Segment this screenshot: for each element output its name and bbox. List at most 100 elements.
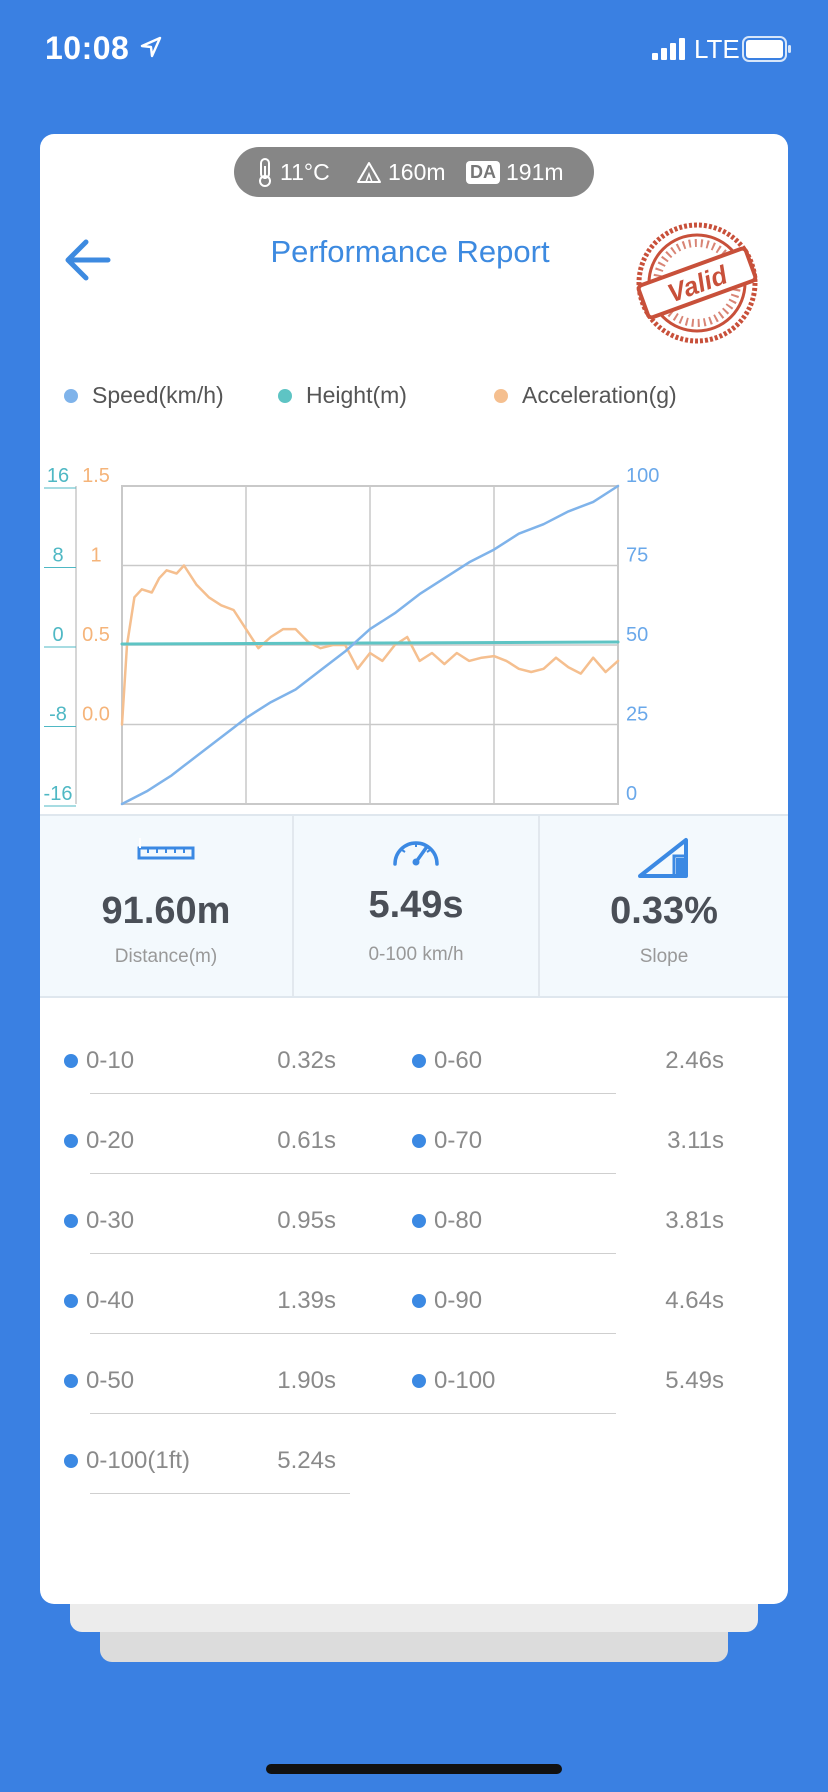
height-series-line — [120, 640, 620, 646]
density-altitude-badge: DA — [466, 160, 500, 184]
home-indicator[interactable] — [266, 1764, 562, 1774]
split-row: 0-70 3.11s — [412, 1094, 724, 1174]
split-name: 0-50 — [86, 1367, 135, 1394]
split-row: 0-40 1.39s — [64, 1254, 616, 1334]
legend-speed-label: Speed(km/h) — [92, 382, 224, 408]
speed-tick-label: 0 — [626, 783, 637, 805]
split-time: 2.46s — [665, 1047, 724, 1074]
slope-label: Slope — [639, 946, 689, 967]
slope-value: 0.33% — [610, 890, 718, 932]
height-tick-label: -16 — [44, 783, 73, 805]
back-arrow-icon[interactable] — [58, 230, 118, 290]
split-bullet — [64, 1454, 78, 1468]
split-times-list: 0-10 0.32s 0-60 2.46s 0-20 0.61s 0-70 3.… — [40, 1014, 788, 1494]
speedometer-icon — [393, 841, 439, 866]
split-time: 3.81s — [665, 1207, 724, 1234]
split-row: 0-10 0.32s — [64, 1014, 616, 1094]
status-time: 10:08 — [45, 30, 130, 66]
legend-height-dot — [278, 388, 292, 403]
split-divider — [90, 1253, 616, 1254]
split-name: 0-70 — [434, 1127, 483, 1154]
split-time: 4.64s — [665, 1287, 724, 1314]
speed-tick-label: 50 — [626, 624, 648, 646]
split-time: 3.11s — [667, 1127, 724, 1154]
speed-tick-label: 100 — [626, 465, 659, 487]
legend-speed: Speed(km/h) — [64, 382, 224, 409]
split-bullet — [64, 1134, 78, 1148]
split-name: 0-30 — [86, 1207, 135, 1234]
mountain-icon — [357, 162, 381, 183]
speed-tick-label: 75 — [626, 545, 648, 567]
split-bullet — [64, 1054, 78, 1068]
split-bullet — [412, 1294, 426, 1308]
split-name: 0-60 — [434, 1047, 483, 1074]
split-name: 0-90 — [434, 1287, 483, 1314]
height-tick-label: 8 — [52, 545, 63, 567]
legend-speed-dot — [64, 388, 78, 403]
split-row: 0-30 0.95s — [64, 1174, 616, 1254]
split-divider — [90, 1173, 616, 1174]
temperature-value: 11°C — [280, 158, 330, 185]
split-time: 5.49s — [665, 1367, 724, 1394]
split-bullet — [64, 1294, 78, 1308]
chart-legend: Speed(km/h) Height(m) Acceleration(g) — [40, 376, 788, 416]
split-time: 1.39s — [277, 1287, 336, 1314]
cellular-signal-icon — [652, 38, 685, 60]
height-tick-label: 0 — [52, 624, 63, 646]
legend-height: Height(m) — [278, 382, 407, 409]
split-row: 0-80 3.81s — [412, 1174, 724, 1254]
split-name: 0-80 — [434, 1207, 483, 1234]
split-row: 0-100 5.49s — [412, 1334, 724, 1414]
split-divider — [90, 1093, 616, 1094]
metric-distance: 91.60m Distance(m) — [40, 816, 292, 996]
location-arrow-icon — [140, 36, 162, 58]
acceleration-tick-label: 0.5 — [82, 624, 110, 646]
environment-pill: 11°C 160m DA 191m — [234, 147, 594, 197]
split-row: 0-100(1ft) 5.24s — [64, 1414, 350, 1494]
legend-height-label: Height(m) — [306, 382, 407, 408]
legend-acceleration-label: Acceleration(g) — [522, 382, 677, 408]
battery-icon — [742, 36, 791, 62]
slope-icon — [638, 838, 688, 878]
split-name: 0-40 — [86, 1287, 135, 1314]
performance-chart: 16 8 0 -8 -16 1.5 1 0.5 0.0 100 75 50 25 0 — [44, 465, 659, 807]
acceleration-time-value: 5.49s — [368, 884, 464, 926]
metric-divider — [292, 816, 294, 996]
distance-label: Distance(m) — [114, 946, 218, 967]
legend-acceleration-dot — [494, 388, 508, 403]
split-name: 0-20 — [86, 1127, 135, 1154]
split-bullet — [412, 1214, 426, 1228]
split-bullet — [64, 1214, 78, 1228]
ruler-icon — [137, 838, 195, 860]
split-row: 0-60 2.46s — [412, 1014, 724, 1094]
thermometer-icon — [259, 158, 271, 187]
density-altitude-value: 191m — [506, 158, 564, 185]
split-row: 0-20 0.61s — [64, 1094, 616, 1174]
network-type: LTE — [694, 34, 740, 64]
acceleration-tick-label: 1 — [90, 545, 101, 567]
split-bullet — [412, 1374, 426, 1388]
split-bullet — [412, 1134, 426, 1148]
valid-stamp: Valid — [636, 222, 758, 344]
split-time: 0.95s — [277, 1207, 336, 1234]
split-name: 0-10 — [86, 1047, 135, 1074]
acceleration-series-line — [120, 564, 620, 726]
altitude-value: 160m — [388, 158, 446, 185]
metric-divider — [538, 816, 540, 996]
split-divider — [90, 1493, 350, 1494]
metric-slope: 0.33% Slope — [540, 816, 788, 996]
split-time: 5.24s — [277, 1447, 336, 1474]
acceleration-tick-label: 1.5 — [82, 465, 110, 487]
split-divider — [90, 1333, 616, 1334]
split-divider — [90, 1413, 616, 1414]
split-row: 0-90 4.64s — [412, 1254, 724, 1334]
split-row: 0-50 1.90s — [64, 1334, 616, 1414]
metric-acceleration-time: 5.49s 0-100 km/h — [294, 816, 538, 996]
height-tick-label: 16 — [47, 465, 69, 487]
split-bullet — [64, 1374, 78, 1388]
split-bullet — [412, 1054, 426, 1068]
split-time: 0.61s — [277, 1127, 336, 1154]
split-time: 0.32s — [277, 1047, 336, 1074]
acceleration-time-label: 0-100 km/h — [368, 944, 464, 965]
metrics-panel: 91.60m Distance(m) 5.49s 0-100 km/h 0 — [40, 814, 788, 998]
